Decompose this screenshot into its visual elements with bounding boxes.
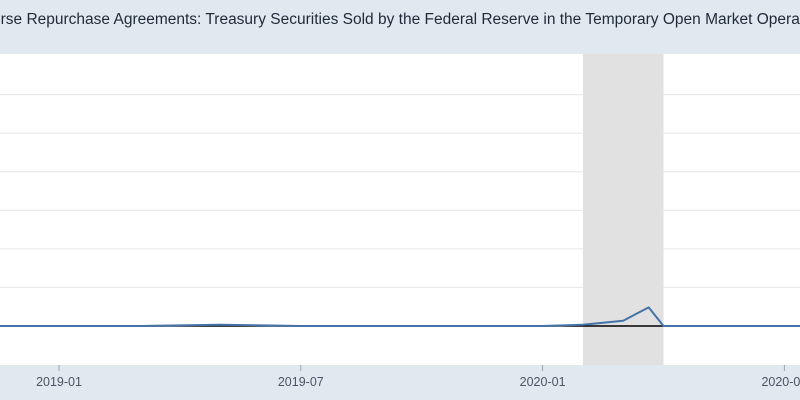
x-tick-label: 2019-01 xyxy=(36,375,82,389)
data-point xyxy=(541,325,544,327)
x-tick-label: 2020-01 xyxy=(520,375,566,389)
series-line xyxy=(0,306,800,327)
chart-title: erse Repurchase Agreements: Treasury Sec… xyxy=(0,11,800,28)
data-point xyxy=(582,323,584,326)
data-point xyxy=(138,325,141,327)
data-point xyxy=(662,325,665,327)
data-point xyxy=(622,319,624,322)
chart-title-bar: erse Repurchase Agreements: Treasury Sec… xyxy=(0,0,800,42)
data-point xyxy=(300,325,302,327)
data-point xyxy=(380,325,383,327)
data-point xyxy=(219,323,221,326)
recession-band xyxy=(582,54,664,365)
plot-area xyxy=(0,54,800,365)
data-point xyxy=(647,306,650,309)
data-point xyxy=(461,325,463,327)
data-point xyxy=(58,325,60,327)
data-point xyxy=(703,325,705,327)
x-tick-label: 2019-07 xyxy=(278,375,324,389)
x-tick-label: 2020-07 xyxy=(761,375,800,389)
data-point xyxy=(783,325,786,327)
